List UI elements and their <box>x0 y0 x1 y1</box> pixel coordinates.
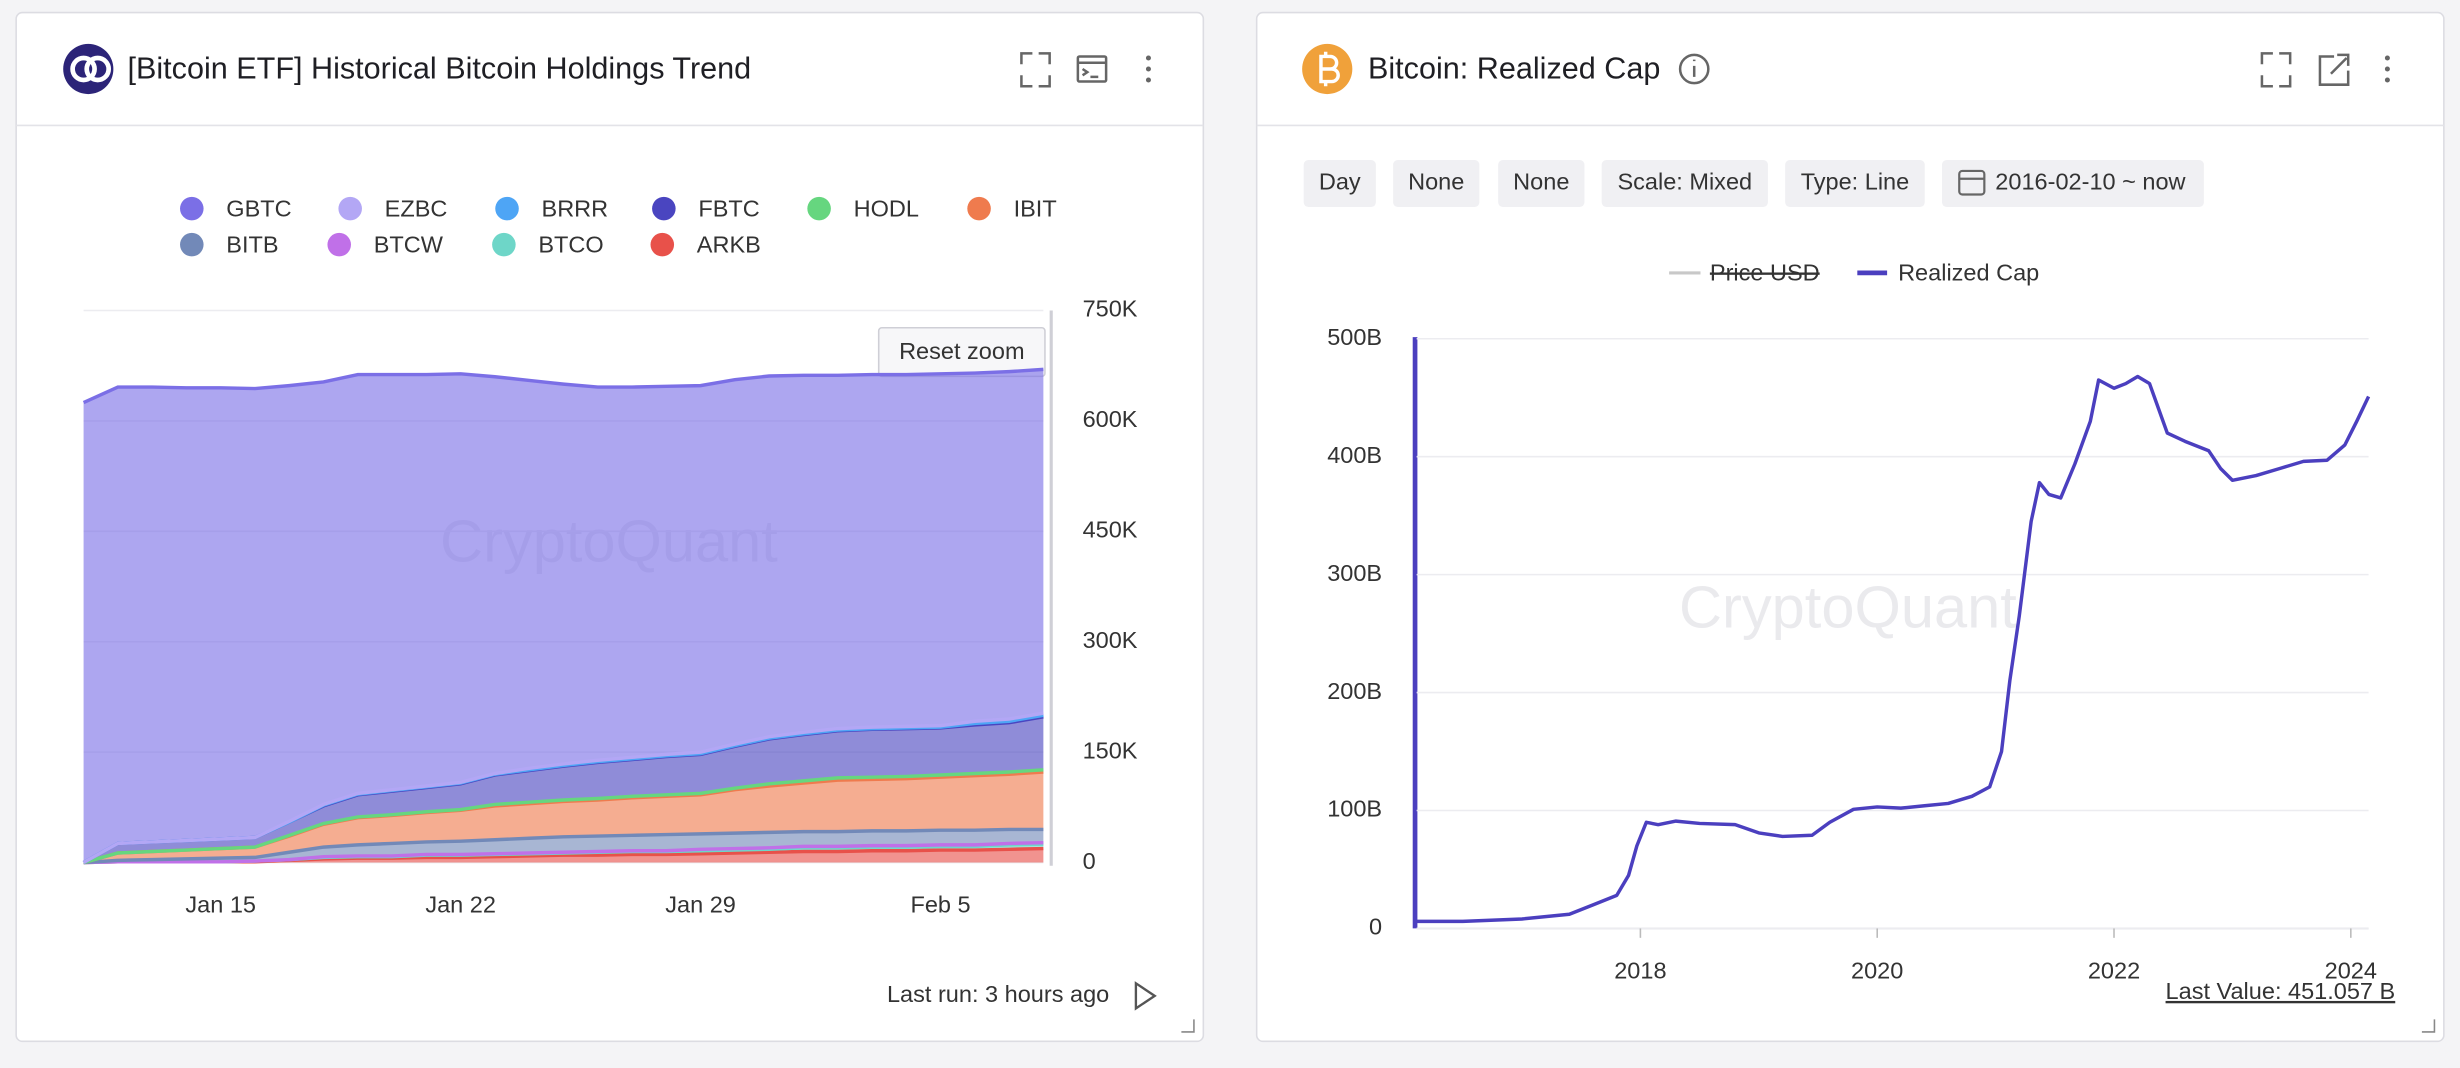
area-line <box>82 711 1044 865</box>
area-band <box>83 829 1044 863</box>
legend-swatch[interactable] <box>807 196 831 221</box>
control-label[interactable]: None <box>1513 169 1569 195</box>
legend-label[interactable]: BITB <box>226 231 278 257</box>
y-tick-label: 200B <box>1327 678 1382 704</box>
legend-label[interactable]: BRRR <box>542 195 609 221</box>
y-tick-label: 300K <box>1083 627 1138 653</box>
legend-label[interactable]: ARKB <box>697 231 761 257</box>
control-label[interactable]: None <box>1408 169 1464 195</box>
area-line <box>83 768 1044 865</box>
control-button[interactable] <box>1942 159 2204 208</box>
legend-label[interactable]: EZBC <box>385 195 448 221</box>
calendar-icon[interactable] <box>1958 169 1986 196</box>
logo-mark <box>84 55 112 83</box>
control-label[interactable]: Type: Line <box>1801 169 1910 195</box>
legend-swatch[interactable] <box>180 196 204 221</box>
legend-label[interactable]: IBIT <box>1014 195 1057 221</box>
x-tick-label: 2020 <box>1851 958 1903 984</box>
y-tick-label: 0 <box>1083 848 1096 874</box>
run-icon[interactable] <box>1134 981 1157 1011</box>
area-band <box>83 369 1044 863</box>
open-icon[interactable] <box>2318 53 2350 86</box>
y-tick-label: 450K <box>1083 517 1138 543</box>
legend-label[interactable]: FBTC <box>698 195 759 221</box>
y-tick-label: 600K <box>1083 406 1138 432</box>
control-label[interactable]: 2016-02-10 ~ now <box>1995 169 2186 195</box>
x-tick-label: Feb 5 <box>910 892 970 918</box>
terminal-icon[interactable] <box>1076 55 1108 83</box>
y-tick-label: 300B <box>1327 560 1382 586</box>
menu-icon[interactable] <box>1145 55 1151 83</box>
area-band <box>83 716 1044 863</box>
x-tick-label: Jan 22 <box>425 892 496 918</box>
line-series <box>1416 374 2371 924</box>
info-icon[interactable] <box>1678 53 1710 85</box>
control-button[interactable] <box>1601 159 1768 208</box>
x-tick-label: 2018 <box>1614 958 1666 984</box>
area-line <box>83 840 1044 865</box>
resize-handle <box>2421 1019 2436 1033</box>
y-tick-label: 750K <box>1083 296 1138 322</box>
legend-label[interactable]: BTCW <box>374 231 444 257</box>
x-tick-label: Jan 15 <box>185 892 256 918</box>
last-run: Last run: 3 hours ago <box>887 981 1109 1007</box>
control-button[interactable] <box>1785 159 1925 208</box>
menu-icon[interactable] <box>2384 55 2390 83</box>
legend-label[interactable]: Realized Cap <box>1898 260 2039 286</box>
y-tick-label: 500B <box>1327 324 1382 350</box>
legend-label[interactable]: HODL <box>854 195 919 221</box>
panel-title: Bitcoin: Realized Cap <box>1368 52 1660 86</box>
panel <box>1255 11 2445 1043</box>
x-tick-label: 2024 <box>2325 958 2377 984</box>
legend-swatch[interactable] <box>338 196 362 221</box>
watermark: CryptoQuant <box>1679 573 2017 640</box>
legend-label[interactable]: GBTC <box>226 195 291 221</box>
y-tick-label: 0 <box>1369 914 1382 940</box>
legend-swatch[interactable] <box>967 196 991 221</box>
resize-handle <box>1181 1019 1195 1033</box>
control-label[interactable]: Day <box>1319 169 1361 195</box>
x-tick-label: 2022 <box>2088 958 2140 984</box>
x-tick-label: Jan 29 <box>665 892 736 918</box>
legend-swatch[interactable] <box>650 232 675 257</box>
area-line <box>82 367 1044 405</box>
control-button[interactable] <box>1303 159 1376 208</box>
legend-swatch[interactable] <box>180 232 204 257</box>
legend-swatch[interactable] <box>327 232 351 257</box>
area-line <box>83 827 1044 865</box>
legend-swatch[interactable] <box>495 196 519 221</box>
legend-label[interactable]: BTCO <box>538 231 603 257</box>
control-label[interactable]: Scale: Mixed <box>1617 169 1752 195</box>
y-tick-label: 150K <box>1083 737 1138 763</box>
fullscreen-icon[interactable] <box>2260 52 2292 88</box>
reset-zoom-label[interactable]: Reset zoom <box>899 338 1024 364</box>
legend-label[interactable]: Price USD <box>1710 260 1820 286</box>
control-button[interactable] <box>1498 159 1585 208</box>
logo-mark <box>70 55 97 83</box>
fullscreen-icon[interactable] <box>1020 52 1051 88</box>
y-tick-label: 400B <box>1327 442 1382 468</box>
legend-swatch[interactable] <box>652 196 676 221</box>
area-band <box>83 772 1044 863</box>
y-tick-label: 100B <box>1327 796 1382 822</box>
bitcoin-glyph <box>1319 51 1340 87</box>
legend-swatch[interactable] <box>492 232 516 257</box>
last-value[interactable]: Last Value: 451.057 B <box>2166 978 2396 1004</box>
panel-title: [Bitcoin ETF] Historical Bitcoin Holding… <box>127 52 751 86</box>
control-button[interactable] <box>1393 159 1480 208</box>
